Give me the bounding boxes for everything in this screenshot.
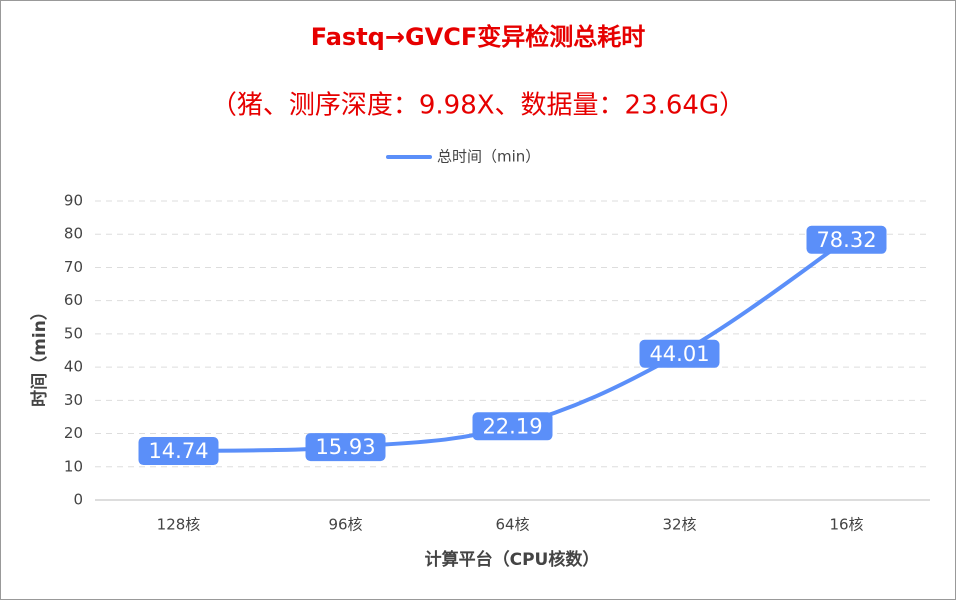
y-tick-label: 50 xyxy=(64,324,83,342)
chart-title: Fastq→GVCF变异检测总耗时 xyxy=(311,23,646,51)
data-label: 14.74 xyxy=(148,439,208,463)
x-tick-label: 64核 xyxy=(495,516,529,534)
y-tick-label: 40 xyxy=(64,358,83,376)
data-label-box xyxy=(639,339,720,368)
y-tick-label: 0 xyxy=(73,491,83,509)
x-axis-label: 计算平台（CPU核数） xyxy=(425,549,600,570)
x-tick-label: 32核 xyxy=(662,516,696,534)
data-label-box xyxy=(138,437,219,466)
data-label: 22.19 xyxy=(482,414,542,438)
data-label: 44.01 xyxy=(649,342,709,366)
y-tick-label: 60 xyxy=(64,291,83,309)
y-tick-label: 90 xyxy=(64,192,83,210)
x-tick-label: 16核 xyxy=(829,516,863,534)
chart-subtitle: （猪、测序深度：9.98X、数据量：23.64G） xyxy=(211,91,745,121)
legend-label: 总时间（min） xyxy=(437,148,540,166)
x-tick-label: 96核 xyxy=(328,516,362,534)
y-axis-label: 时间（min） xyxy=(29,303,50,407)
y-tick-label: 70 xyxy=(64,258,83,276)
x-tick-label: 128核 xyxy=(157,516,201,534)
data-label: 15.93 xyxy=(315,435,375,459)
data-label-box xyxy=(806,225,887,254)
y-tick-label: 20 xyxy=(64,424,83,442)
y-tick-label: 80 xyxy=(64,225,83,243)
data-label: 78.32 xyxy=(816,228,876,252)
y-tick-label: 30 xyxy=(64,391,83,409)
data-label-box xyxy=(305,433,386,462)
data-label-box xyxy=(472,412,553,441)
y-tick-label: 10 xyxy=(64,457,83,475)
